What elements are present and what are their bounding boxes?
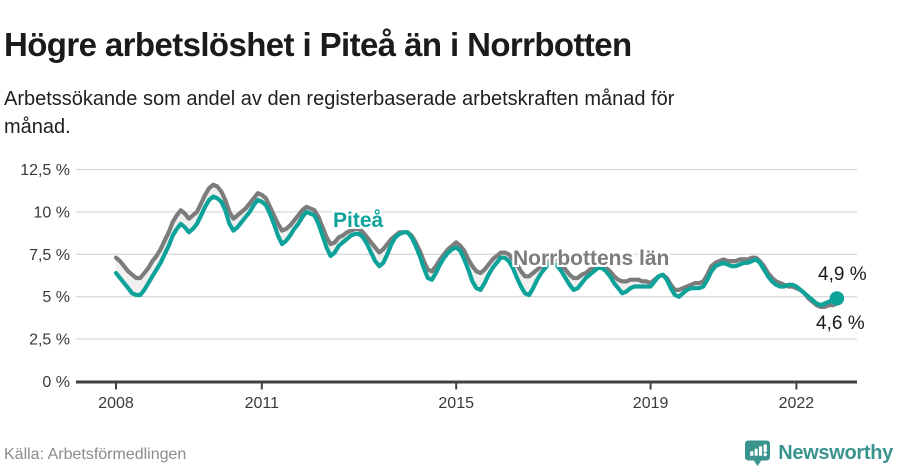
brand-name: Newsworthy [778, 442, 893, 464]
x-tick-label: 2008 [98, 395, 134, 412]
end-value-norrbotten: 4,6 % [816, 313, 865, 334]
y-tick-label: 12,5 % [20, 162, 70, 179]
y-tick-label: 2,5 % [29, 332, 70, 349]
page-title: Högre arbetslöshet i Piteå än i Norrbott… [4, 26, 632, 64]
end-value-pitea: 4,9 % [818, 264, 867, 285]
y-tick-label: 5 % [42, 289, 70, 306]
series-line-norrbotten [113, 182, 840, 309]
x-tick-label: 2015 [438, 395, 474, 412]
series-label-norrbotten: Norrbottens län [513, 247, 670, 270]
chart-subtitle: Arbetssökande som andel av den registerb… [4, 88, 675, 138]
y-tick-label: 10 % [34, 204, 70, 221]
newsworthy-icon [745, 440, 771, 466]
series-end-dot [829, 291, 845, 306]
y-tick-label: 7,5 % [29, 247, 70, 264]
x-tick-label: 2011 [245, 395, 280, 412]
series-label-pitea: Piteå [333, 209, 384, 232]
series-line-pitea [113, 194, 840, 308]
fill-between-series [116, 184, 837, 307]
x-tick-label: 2019 [633, 395, 669, 412]
brand-logo: Newsworthy [744, 439, 893, 468]
source-credit: Källa: Arbetsförmedlingen [4, 446, 187, 463]
y-tick-label: 0 % [42, 374, 70, 391]
x-tick-label: 2022 [779, 395, 815, 412]
